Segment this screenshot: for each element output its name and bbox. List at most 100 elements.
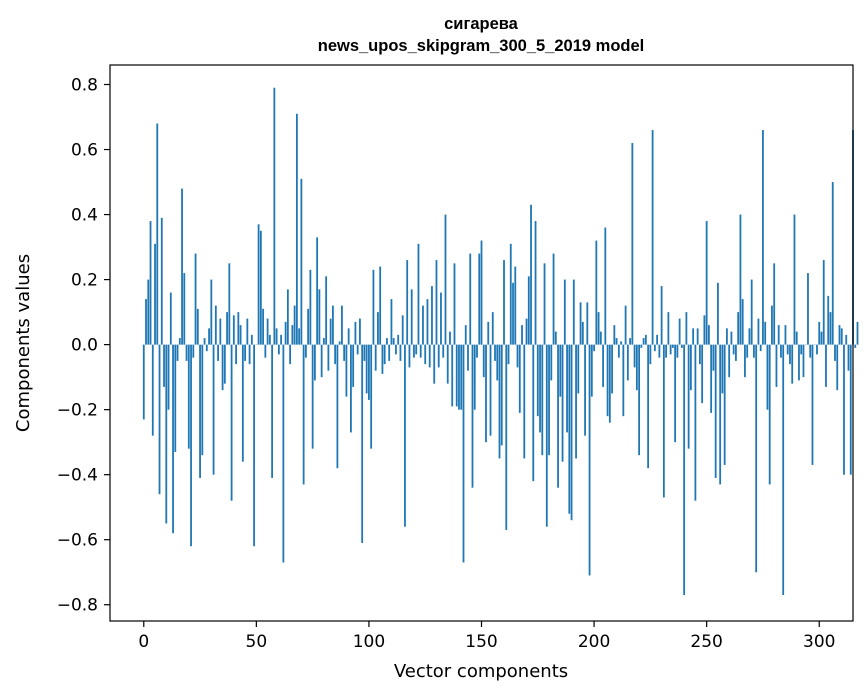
bar-97	[361, 344, 364, 543]
bar-139	[455, 344, 458, 407]
bar-200	[593, 344, 595, 352]
y-tick-label: −0.4	[57, 466, 98, 486]
bar-18	[183, 273, 186, 345]
bar-116	[404, 344, 406, 527]
bar-177	[541, 344, 544, 456]
bar-42	[237, 312, 240, 345]
bar-11	[167, 344, 170, 410]
bar-39	[230, 344, 233, 501]
bar-248	[701, 344, 704, 404]
bar-151	[482, 344, 485, 378]
bar-160	[503, 260, 505, 345]
bar-171	[527, 276, 530, 345]
bar-205	[604, 227, 607, 345]
bar-19	[185, 344, 188, 361]
bar-292	[800, 344, 803, 355]
bar-173	[532, 344, 535, 482]
bar-123	[419, 344, 422, 358]
bar-289	[793, 214, 796, 345]
bar-75	[311, 344, 314, 449]
bar-175	[536, 344, 539, 417]
bar-127	[428, 344, 431, 368]
bar-43	[239, 325, 242, 345]
bar-241	[685, 312, 688, 345]
bar-106	[381, 344, 384, 374]
bar-183	[554, 331, 557, 345]
bar-60	[277, 344, 280, 355]
bar-258	[723, 344, 726, 465]
x-tick-label: 100	[353, 632, 385, 652]
bar-81	[325, 276, 328, 345]
bar-22	[192, 344, 195, 358]
bar-156	[494, 344, 496, 361]
bar-133	[442, 344, 445, 358]
bar-109	[388, 344, 391, 361]
bar-264	[737, 312, 740, 345]
bar-143	[464, 325, 467, 345]
bar-203	[599, 331, 602, 345]
bar-165	[514, 266, 517, 345]
bar-134	[444, 214, 447, 345]
bar-27	[203, 338, 206, 345]
bar-33	[217, 344, 219, 361]
bar-150	[480, 240, 483, 345]
bar-131	[437, 344, 440, 368]
bar-24	[196, 308, 199, 345]
bar-172	[530, 204, 532, 345]
bar-196	[584, 344, 586, 436]
bar-245	[694, 344, 697, 501]
bar-235	[671, 344, 674, 348]
bar-182	[552, 253, 555, 345]
bar-284	[782, 344, 785, 595]
bar-257	[721, 344, 724, 394]
bar-281	[775, 344, 778, 387]
bar-290	[795, 331, 798, 345]
y-tick-label: 0.8	[71, 76, 98, 96]
bar-251	[708, 325, 710, 345]
bar-256	[719, 344, 722, 485]
bar-46	[246, 318, 249, 345]
x-axis: 0 50 100 150 200 250 300	[138, 621, 835, 652]
bar-99	[365, 344, 368, 394]
bar-88	[341, 305, 343, 345]
bar-103	[374, 344, 377, 371]
bar-115	[401, 315, 404, 345]
bar-293	[802, 344, 805, 378]
bar-269	[748, 328, 751, 345]
bar-158	[498, 344, 501, 459]
bar-92	[350, 344, 352, 433]
bar-208	[611, 344, 613, 394]
bar-52	[259, 230, 262, 345]
bar-107	[383, 344, 386, 365]
bar-192	[575, 344, 577, 459]
bar-231	[662, 344, 665, 498]
bar-95	[356, 344, 359, 355]
bar-69	[298, 328, 301, 345]
bar-270	[750, 279, 753, 345]
bar-8	[160, 217, 163, 345]
bar-122	[417, 243, 420, 345]
bar-198	[588, 344, 591, 576]
y-tick-label: 0.0	[71, 336, 98, 356]
chart-title: сигарева	[444, 15, 519, 33]
bar-286	[786, 344, 789, 355]
bar-211	[617, 344, 620, 358]
bar-31	[212, 344, 215, 475]
bar-188	[566, 344, 568, 433]
bar-85	[334, 344, 337, 365]
bar-161	[505, 344, 508, 530]
bar-291	[798, 344, 800, 381]
bar-204	[602, 344, 604, 387]
bar-279	[771, 305, 773, 345]
bar-45	[244, 344, 246, 361]
bar-212	[620, 341, 622, 345]
bar-102	[372, 269, 375, 345]
bar-20	[187, 344, 190, 449]
bar-56	[268, 334, 271, 345]
bar-series	[142, 87, 859, 595]
bar-62	[282, 344, 285, 563]
bar-312	[845, 334, 848, 345]
bar-105	[379, 266, 382, 345]
bar-71	[302, 344, 305, 485]
bar-181	[550, 344, 553, 381]
